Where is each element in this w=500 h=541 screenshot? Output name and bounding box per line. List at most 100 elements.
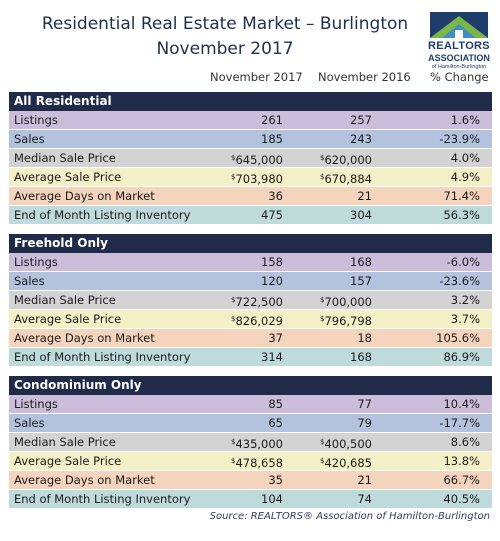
value-2016: 18 — [357, 329, 372, 348]
value-2017: 37 — [268, 329, 283, 348]
value-2017: 185 — [261, 130, 283, 149]
currency-symbol: $ — [319, 315, 325, 323]
value-text: 722,500 — [235, 295, 283, 309]
currency-symbol: $ — [319, 154, 325, 162]
value-text: 157 — [350, 274, 372, 288]
value-text: 120 — [261, 274, 283, 288]
table-row: Listings 261 257 1.6% — [9, 111, 492, 130]
value-2016: 243 — [350, 130, 372, 149]
value-text: 435,000 — [235, 437, 283, 451]
currency-symbol: $ — [319, 296, 325, 304]
row-label: Sales — [14, 416, 45, 430]
table-row: Listings 85 77 10.4% — [9, 395, 492, 414]
pct-change: -6.0% — [446, 255, 480, 269]
value-2016: $796,798 — [320, 310, 372, 331]
row-label: Sales — [14, 132, 45, 146]
logo-text-association: ASSOCIATION — [428, 53, 490, 63]
column-header-pct-change: % Change — [430, 70, 489, 84]
currency-symbol: $ — [319, 438, 325, 446]
value-text: 304 — [350, 208, 372, 222]
realtors-association-logo: REALTORS ASSOCIATION of Hamilton-Burling… — [422, 10, 496, 74]
value-text: 21 — [357, 189, 372, 203]
value-text: 21 — [357, 473, 372, 487]
value-2016: 77 — [357, 395, 372, 414]
value-text: 796,798 — [324, 314, 372, 328]
logo-text-realtors: REALTORS — [428, 40, 490, 52]
value-2017: 261 — [261, 111, 283, 130]
value-text: 168 — [350, 350, 372, 364]
pct-change: 13.8% — [443, 454, 480, 468]
table-row: Average Sale Price $478,658 $420,685 13.8% — [9, 452, 492, 471]
table-row: End of Month Listing Inventory 314 168 86.9… — [9, 348, 492, 367]
value-text: 261 — [261, 113, 283, 127]
value-text: 74 — [357, 492, 372, 506]
row-label: Average Sale Price — [14, 312, 122, 326]
row-label: Average Days on Market — [14, 473, 155, 487]
currency-symbol: $ — [230, 457, 236, 465]
value-text: 158 — [261, 255, 283, 269]
currency-symbol: $ — [230, 315, 236, 323]
value-text: 104 — [261, 492, 283, 506]
value-2016: $670,884 — [320, 168, 372, 189]
table-row: Average Sale Price $826,029 $796,798 3.7% — [9, 310, 492, 329]
value-2017: $645,000 — [231, 149, 283, 170]
currency-symbol: $ — [230, 173, 236, 181]
value-text: 478,658 — [235, 456, 283, 470]
table-row: Median Sale Price $435,000 $400,500 8.6% — [9, 433, 492, 452]
pct-change: 3.7% — [450, 312, 480, 326]
value-text: 420,685 — [324, 456, 372, 470]
value-text: 77 — [357, 397, 372, 411]
value-2016: 74 — [357, 490, 372, 509]
currency-symbol: $ — [230, 438, 236, 446]
title-line-1: Residential Real Estate Market – Burling… — [41, 14, 409, 34]
value-2016: $620,000 — [320, 149, 372, 170]
value-text: 703,980 — [235, 172, 283, 186]
pct-change: 3.2% — [450, 293, 480, 307]
row-label: Sales — [14, 274, 45, 288]
value-2016: 257 — [350, 111, 372, 130]
section-title: All Residential — [9, 92, 492, 111]
value-2017: 35 — [268, 471, 283, 490]
value-text: 243 — [350, 132, 372, 146]
value-text: 37 — [268, 331, 283, 345]
value-2017: 158 — [261, 253, 283, 272]
value-2016: 304 — [350, 206, 372, 225]
table-row: End of Month Listing Inventory 475 304 56.3… — [9, 206, 492, 225]
row-label: End of Month Listing Inventory — [14, 208, 191, 222]
source-note: Source: REALTORS® Association of Hamilto… — [209, 511, 490, 522]
pct-change: 66.7% — [443, 473, 480, 487]
value-text: 168 — [350, 255, 372, 269]
value-2017: $435,000 — [231, 433, 283, 454]
logo-text-region: of Hamilton-Burlington — [431, 64, 487, 70]
row-label: Median Sale Price — [14, 435, 116, 449]
pct-change: 4.9% — [450, 170, 480, 184]
pct-change: 8.6% — [450, 435, 480, 449]
pct-change: 105.6% — [436, 331, 480, 345]
row-label: Median Sale Price — [14, 151, 116, 165]
value-text: 700,000 — [324, 295, 372, 309]
row-label: Average Days on Market — [14, 331, 155, 345]
value-text: 85 — [268, 397, 283, 411]
column-headers: November 2017 November 2016 % Change — [0, 70, 500, 84]
value-text: 257 — [350, 113, 372, 127]
house-roof-icon — [430, 12, 488, 38]
row-label: Listings — [14, 255, 58, 269]
value-2016: $400,500 — [320, 433, 372, 454]
row-label: Listings — [14, 397, 58, 411]
value-2016: 168 — [350, 253, 372, 272]
value-2017: $478,658 — [231, 452, 283, 473]
value-text: 36 — [268, 189, 283, 203]
section-2: Freehold Only Listings 158 168 -6.0% Sales 120… — [9, 234, 492, 367]
page-title: Residential Real Estate Market – Burling… — [40, 12, 410, 62]
value-2017: 65 — [268, 414, 283, 433]
value-2017: 120 — [261, 272, 283, 291]
table-row: Median Sale Price $645,000 $620,000 4.0% — [9, 149, 492, 168]
value-2016: 79 — [357, 414, 372, 433]
value-text: 620,000 — [324, 153, 372, 167]
pct-change: 56.3% — [443, 208, 480, 222]
value-2017: $703,980 — [231, 168, 283, 189]
value-2016: 21 — [357, 187, 372, 206]
table-row: Listings 158 168 -6.0% — [9, 253, 492, 272]
table-row: End of Month Listing Inventory 104 74 40.5% — [9, 490, 492, 509]
value-2016: $420,685 — [320, 452, 372, 473]
